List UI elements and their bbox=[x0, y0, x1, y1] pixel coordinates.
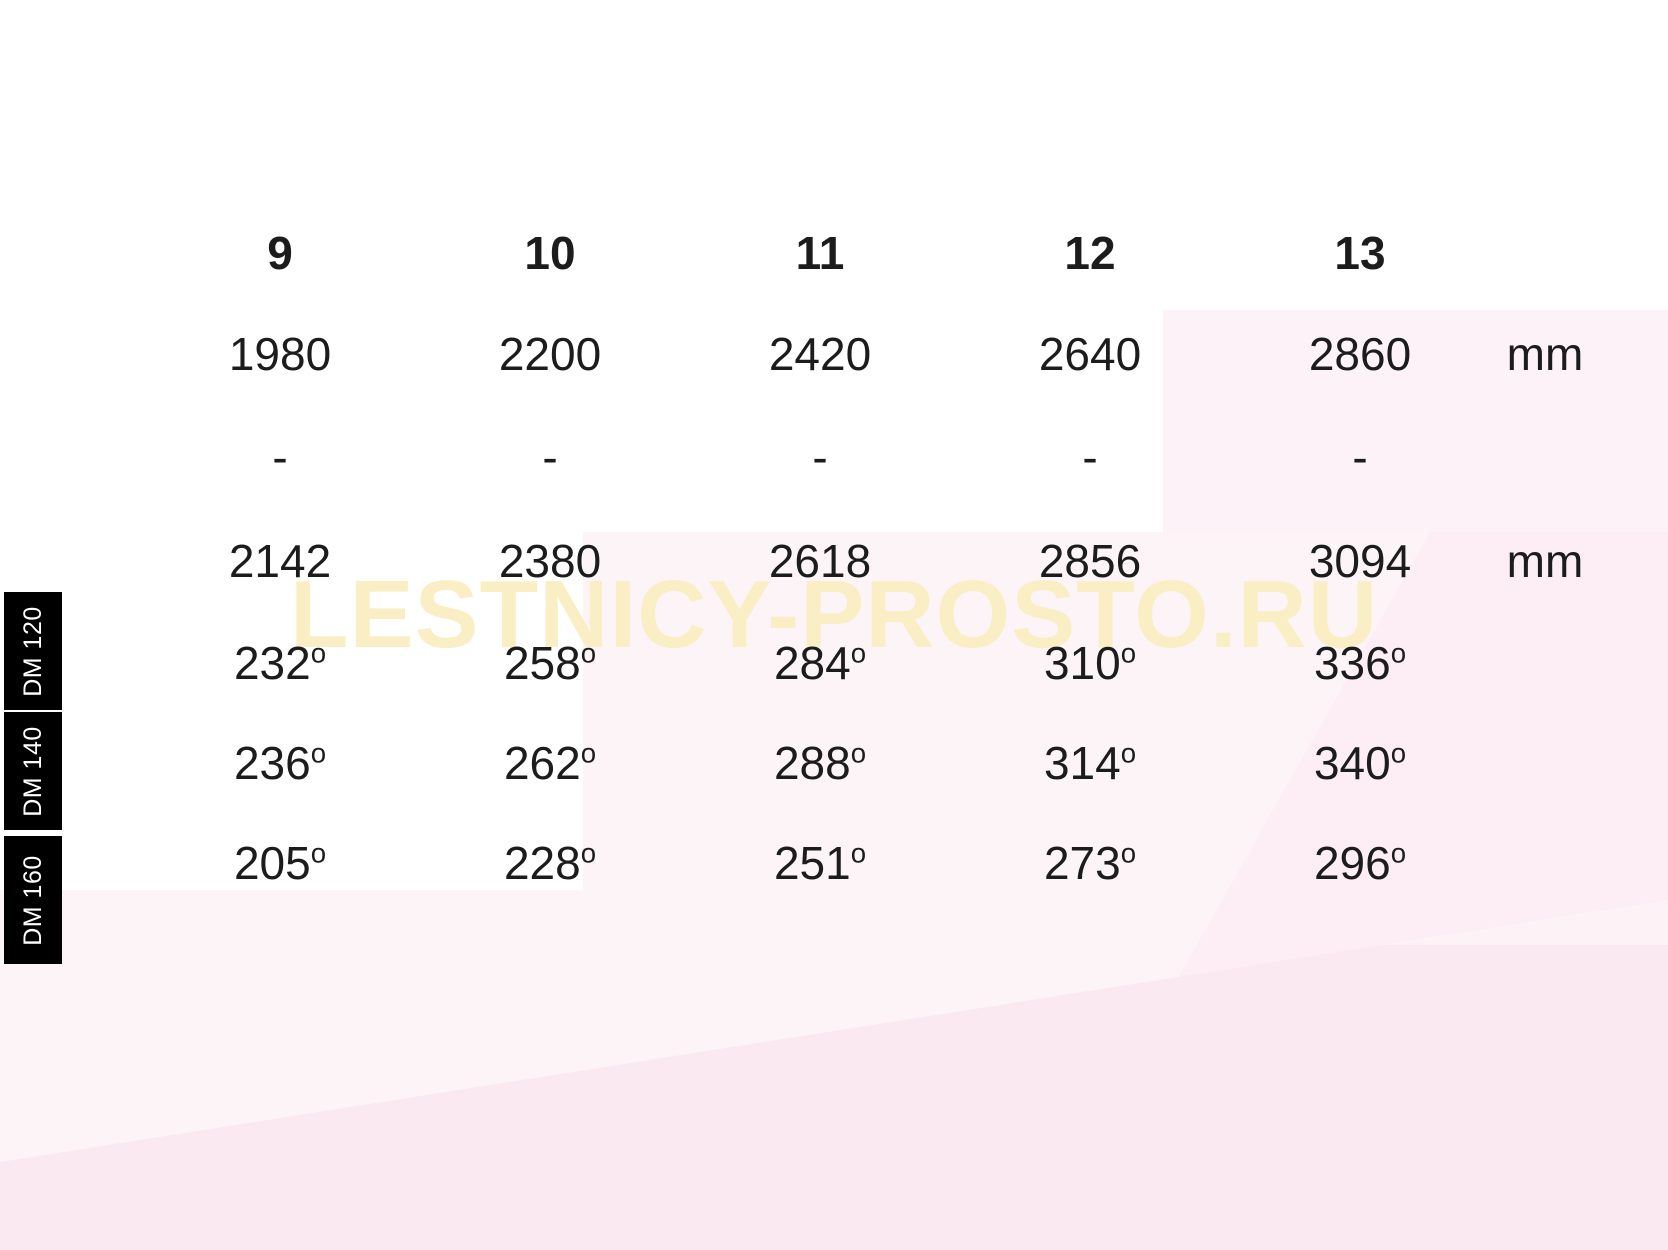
cell-steps-10: 10 bbox=[524, 227, 576, 279]
cell-hmax-9: 2142 bbox=[228, 534, 332, 587]
cell-ang140-10: 262o bbox=[415, 713, 685, 813]
cell-steps-13: 13 bbox=[1334, 227, 1386, 279]
degree-symbol: o bbox=[310, 837, 327, 869]
angle-value: 336 bbox=[1313, 637, 1391, 689]
degree-symbol: o bbox=[580, 637, 597, 669]
cell-unit-dash bbox=[1495, 406, 1595, 508]
degree-symbol: o bbox=[1390, 837, 1407, 869]
degree-symbol: o bbox=[1390, 637, 1407, 669]
cell-hmin-10: 2200 bbox=[498, 327, 602, 380]
angle-value: 288 bbox=[773, 737, 851, 789]
degree-symbol: o bbox=[580, 837, 597, 869]
cell-hmin-13: 2860 bbox=[1308, 327, 1412, 380]
cell-ang160-9: 205o bbox=[145, 813, 415, 913]
degree-symbol: o bbox=[850, 637, 867, 669]
table-row: 205o 228o 251o 273o 296o bbox=[145, 813, 1595, 913]
degree-symbol: o bbox=[580, 737, 597, 769]
spec-table-body: 9 10 11 12 13 1980 2200 2420 2640 2860 m… bbox=[145, 205, 1595, 913]
cell-ang140-11: 288o bbox=[685, 713, 955, 813]
cell-ang120-12: 310o bbox=[955, 613, 1225, 713]
cell-unit-ang120 bbox=[1495, 613, 1595, 713]
angle-value: 262 bbox=[503, 737, 581, 789]
angle-value: 258 bbox=[503, 637, 581, 689]
angle-value: 314 bbox=[1043, 737, 1121, 789]
spec-table-container: 9 10 11 12 13 1980 2200 2420 2640 2860 m… bbox=[70, 0, 1668, 1250]
angle-value: 232 bbox=[233, 637, 311, 689]
cell-unit-ang140 bbox=[1495, 713, 1595, 813]
cell-ang160-10: 228o bbox=[415, 813, 685, 913]
cell-hmin-9: 1980 bbox=[228, 327, 332, 380]
cell-steps-12: 12 bbox=[1064, 227, 1116, 279]
table-row: 236o 262o 288o 314o 340o bbox=[145, 713, 1595, 813]
cell-unit-hmax: mm bbox=[1506, 534, 1584, 587]
cell-ang120-13: 336o bbox=[1225, 613, 1495, 713]
angle-value: 228 bbox=[503, 837, 581, 889]
angle-value: 205 bbox=[233, 837, 311, 889]
angle-value: 340 bbox=[1313, 737, 1391, 789]
cell-ang140-13: 340o bbox=[1225, 713, 1495, 813]
cell-ang120-10: 258o bbox=[415, 613, 685, 713]
cell-dash-10: - bbox=[542, 431, 558, 483]
cell-dash-9: - bbox=[272, 431, 288, 483]
cell-hmax-10: 2380 bbox=[498, 534, 602, 587]
angle-value: 251 bbox=[773, 837, 851, 889]
side-tab-group: DM 120 DM 140 DM 160 bbox=[0, 0, 70, 1250]
angle-value: 284 bbox=[773, 637, 851, 689]
degree-symbol: o bbox=[310, 737, 327, 769]
side-tab-dm-140-label: DM 140 bbox=[18, 725, 47, 817]
cell-ang140-12: 314o bbox=[955, 713, 1225, 813]
angle-value: 310 bbox=[1043, 637, 1121, 689]
table-row: 2142 2380 2618 2856 3094 mm bbox=[145, 508, 1595, 613]
cell-ang160-11: 251o bbox=[685, 813, 955, 913]
side-tab-dm-120-label: DM 120 bbox=[18, 605, 47, 697]
cell-dash-11: - bbox=[812, 431, 828, 483]
angle-value: 273 bbox=[1043, 837, 1121, 889]
cell-ang120-11: 284o bbox=[685, 613, 955, 713]
cell-hmin-12: 2640 bbox=[1038, 327, 1142, 380]
degree-symbol: o bbox=[310, 637, 327, 669]
degree-symbol: o bbox=[1120, 837, 1137, 869]
degree-symbol: o bbox=[1120, 637, 1137, 669]
table-row: 1980 2200 2420 2640 2860 mm bbox=[145, 301, 1595, 406]
degree-symbol: o bbox=[1390, 737, 1407, 769]
cell-hmax-13: 3094 bbox=[1308, 534, 1412, 587]
cell-ang120-9: 232o bbox=[145, 613, 415, 713]
cell-unit-hmin: mm bbox=[1506, 327, 1584, 380]
cell-hmax-12: 2856 bbox=[1038, 534, 1142, 587]
cell-hmin-11: 2420 bbox=[768, 327, 872, 380]
degree-symbol: o bbox=[1120, 737, 1137, 769]
angle-value: 296 bbox=[1313, 837, 1391, 889]
cell-dash-13: - bbox=[1352, 431, 1368, 483]
side-tab-dm-140[interactable]: DM 140 bbox=[4, 712, 62, 830]
table-row: - - - - - bbox=[145, 406, 1595, 508]
side-tab-dm-120[interactable]: DM 120 bbox=[4, 592, 62, 710]
table-row: 232o 258o 284o 310o 336o bbox=[145, 613, 1595, 713]
degree-symbol: o bbox=[850, 737, 867, 769]
cell-steps-11: 11 bbox=[795, 227, 845, 279]
cell-ang160-12: 273o bbox=[955, 813, 1225, 913]
spec-table: 9 10 11 12 13 1980 2200 2420 2640 2860 m… bbox=[145, 205, 1595, 913]
cell-ang160-13: 296o bbox=[1225, 813, 1495, 913]
side-tab-dm-160[interactable]: DM 160 bbox=[4, 836, 62, 964]
cell-steps-9: 9 bbox=[267, 227, 293, 279]
side-tab-dm-160-label: DM 160 bbox=[18, 854, 47, 946]
cell-unit-header bbox=[1495, 205, 1595, 301]
cell-dash-12: - bbox=[1082, 431, 1098, 483]
table-row: 9 10 11 12 13 bbox=[145, 205, 1595, 301]
degree-symbol: o bbox=[850, 837, 867, 869]
cell-unit-ang160 bbox=[1495, 813, 1595, 913]
cell-ang140-9: 236o bbox=[145, 713, 415, 813]
angle-value: 236 bbox=[233, 737, 311, 789]
cell-hmax-11: 2618 bbox=[768, 534, 872, 587]
